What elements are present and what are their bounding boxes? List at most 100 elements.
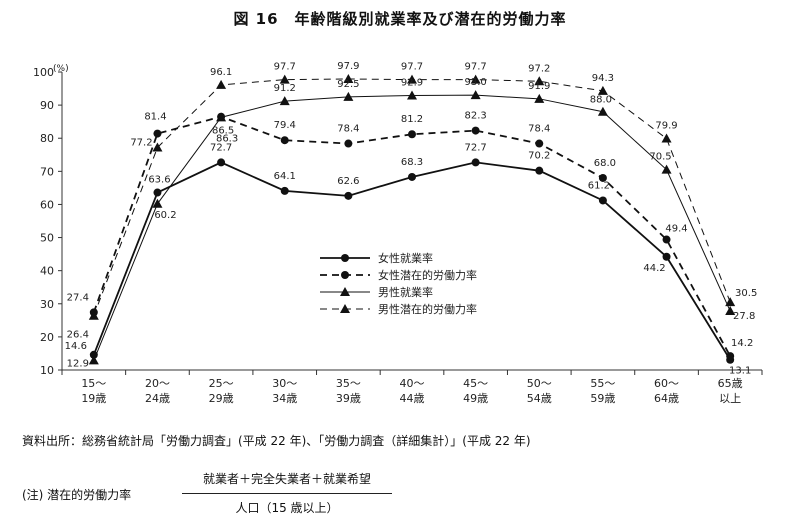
x-tick-label-line1: 60～ xyxy=(654,377,679,390)
series-1-point xyxy=(598,196,607,205)
data-label: 97.2 xyxy=(528,63,550,74)
series-3-point xyxy=(661,164,672,174)
formula-fraction: 就業者＋完全失業者＋就業希望 人口（15 歳以上） xyxy=(182,470,392,516)
source-note: 資料出所：総務省統計局「労働力調査」(平成 22 年)、「労働力調査（詳細集計）… xyxy=(22,434,531,448)
series-1-point xyxy=(471,158,480,167)
series-3-point xyxy=(597,106,608,116)
data-label: 60.2 xyxy=(154,210,176,221)
x-tick-label-line2: 29歳 xyxy=(209,392,234,405)
fraction-bar xyxy=(182,493,392,494)
series-2-point xyxy=(344,139,353,148)
y-tick-label: 90 xyxy=(40,99,54,112)
x-tick-label-line1: 45～ xyxy=(463,377,488,390)
series-2-point xyxy=(662,235,671,244)
x-tick-label-line2: 59歳 xyxy=(590,392,615,405)
x-tick-label-line1: 40～ xyxy=(400,377,425,390)
data-label: 91.9 xyxy=(528,81,550,92)
data-label: 70.5 xyxy=(649,152,671,163)
series-4-point xyxy=(534,76,545,86)
series-4-point xyxy=(279,74,290,84)
y-tick-label: 50 xyxy=(40,232,54,245)
series-line-2 xyxy=(92,115,731,357)
series-3-point xyxy=(534,93,545,103)
x-tick-label-line2: 24歳 xyxy=(145,392,170,405)
legend-marker-3 xyxy=(340,287,350,296)
x-tick-label-line2: 39歳 xyxy=(336,392,361,405)
series-4-point xyxy=(152,142,163,152)
data-label: 26.4 xyxy=(67,330,89,341)
x-tick-label-line1: 50～ xyxy=(527,377,552,390)
data-label: 88.0 xyxy=(590,95,612,106)
series-1-point xyxy=(535,166,544,175)
data-label: 72.7 xyxy=(465,142,487,153)
data-label: 14.6 xyxy=(65,341,87,352)
series-4-point xyxy=(725,297,736,307)
data-label: 86.5 xyxy=(212,126,234,137)
series-4-point xyxy=(661,133,672,143)
formula-numerator: 就業者＋完全失業者＋就業希望 xyxy=(202,472,371,486)
x-tick-label-line2: 以上 xyxy=(719,392,741,405)
line-chart: 10 20 30 40 50 60 70 80 90 100 (%) 15～ 19歳 20～ 24歳 25～ 2… xyxy=(33,61,763,405)
data-label: 79.4 xyxy=(274,120,296,131)
legend-marker-1 xyxy=(341,254,349,262)
data-label: 70.2 xyxy=(528,151,550,162)
series-3-point xyxy=(279,96,290,106)
data-label: 12.9 xyxy=(67,358,89,369)
data-label: 81.2 xyxy=(401,114,423,125)
data-label: 97.9 xyxy=(337,61,359,72)
series-4-point xyxy=(88,310,99,320)
series-4-point xyxy=(407,74,417,84)
legend-marker-4 xyxy=(340,304,350,313)
x-tick-label-line2: 54歳 xyxy=(527,392,552,405)
note-label: (注) 潜在的労働力率 xyxy=(22,488,132,502)
data-label: 13.1 xyxy=(729,366,751,377)
legend-label-2: 女性潜在的労働力率 xyxy=(378,268,477,282)
data-label: 91.2 xyxy=(274,83,296,94)
x-tick-label-line1: 55～ xyxy=(590,377,615,390)
x-tick-label-line1: 20～ xyxy=(145,377,170,390)
data-label: 63.6 xyxy=(148,175,170,186)
data-label: 96.1 xyxy=(210,67,232,78)
data-label: 27.8 xyxy=(733,311,755,322)
series-4-point xyxy=(470,74,481,84)
data-label: 30.5 xyxy=(735,288,757,299)
y-tick-label: 10 xyxy=(40,364,54,377)
data-label: 92.5 xyxy=(337,79,359,90)
y-tick-label: 100 xyxy=(33,66,54,79)
series-3-point xyxy=(216,112,227,122)
data-label: 44.2 xyxy=(643,263,665,274)
data-label: 14.2 xyxy=(731,338,753,349)
data-label: 97.7 xyxy=(274,62,296,73)
series-2-point xyxy=(153,129,162,138)
data-label: 64.1 xyxy=(274,171,296,182)
series-4-point xyxy=(216,79,227,89)
x-tick-label-line1: 15～ xyxy=(81,377,106,390)
series-3-point xyxy=(725,306,736,316)
data-label: 86.3 xyxy=(216,133,238,144)
series-3-point xyxy=(88,355,99,365)
series-3-point xyxy=(343,91,354,101)
data-label: 78.4 xyxy=(337,124,359,135)
series-2-point xyxy=(535,139,544,148)
series-2-point xyxy=(598,173,607,182)
y-unit-label: (%) xyxy=(53,64,69,74)
series-1-point xyxy=(217,158,226,167)
series-4-point xyxy=(343,73,354,83)
data-label: 81.4 xyxy=(144,112,166,123)
series-2-point xyxy=(471,126,480,135)
data-label: 62.6 xyxy=(337,176,359,187)
data-label: 93.0 xyxy=(465,77,487,88)
series-1-point xyxy=(89,350,98,359)
legend-marker-2 xyxy=(341,271,349,279)
y-tick-label: 70 xyxy=(40,165,54,178)
series-2-point xyxy=(726,352,735,361)
x-tick-label-line1: 25～ xyxy=(209,377,234,390)
chart-title: 図 16 年齢階級別就業率及び潜在的労働力率 xyxy=(233,10,567,28)
series-1-point xyxy=(344,191,353,200)
data-label: 92.9 xyxy=(401,78,423,89)
data-label: 94.3 xyxy=(592,73,614,84)
y-tick-label: 20 xyxy=(40,331,54,344)
data-label: 61.2 xyxy=(588,180,610,191)
x-tick-label-line2: 49歳 xyxy=(463,392,488,405)
series-2-point xyxy=(280,136,289,145)
